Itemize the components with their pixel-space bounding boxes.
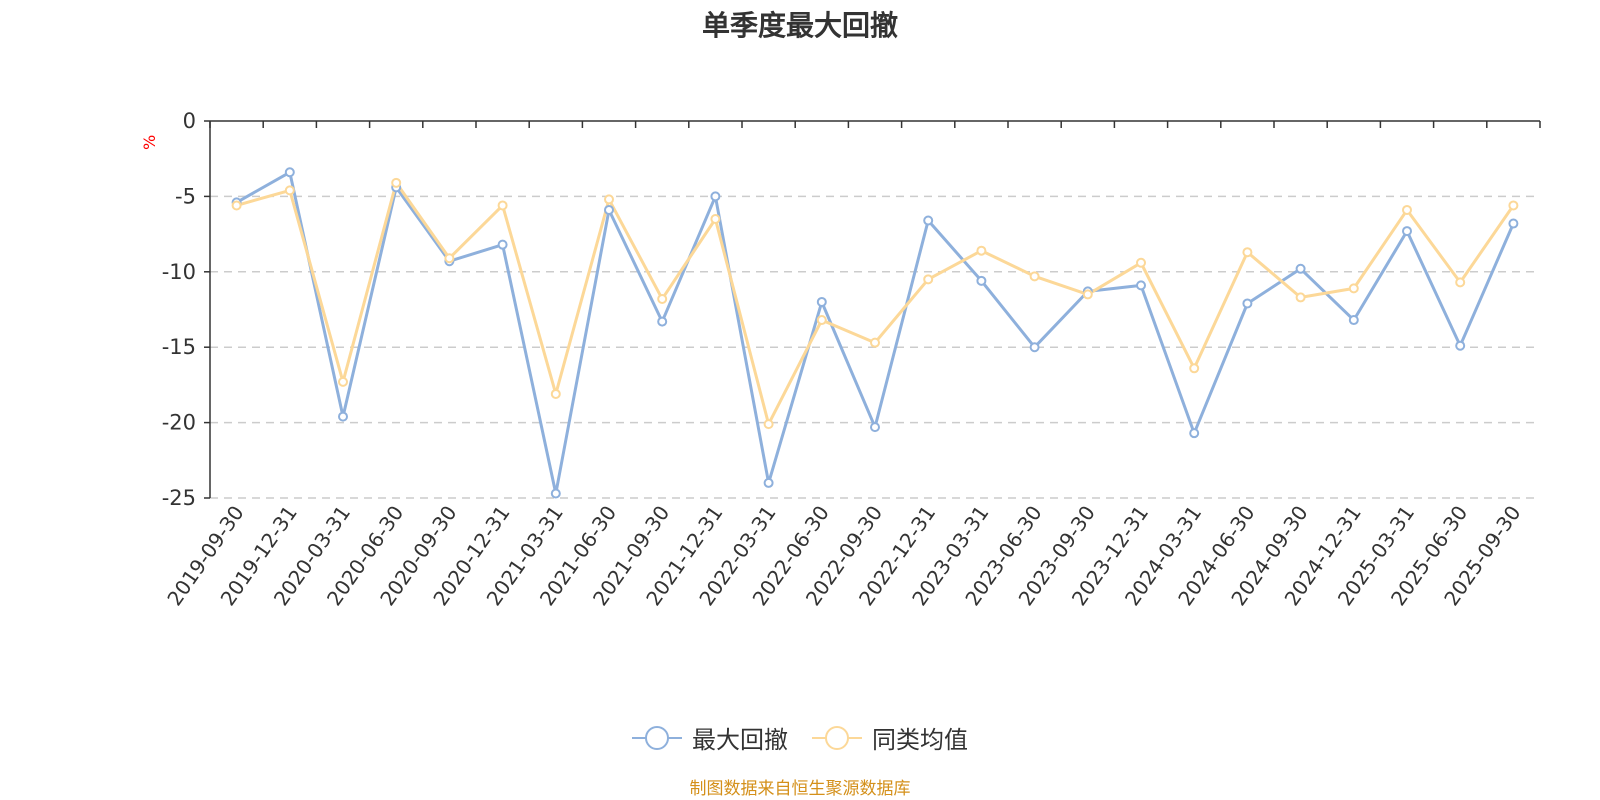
data-point xyxy=(1136,257,1146,268)
data-point xyxy=(497,200,508,211)
legend-line-circle-icon xyxy=(632,725,682,750)
legend-line-circle-icon xyxy=(812,725,862,750)
data-point xyxy=(923,274,934,285)
data-point xyxy=(816,296,827,307)
data-point xyxy=(1136,280,1146,291)
data-point xyxy=(1348,315,1359,326)
data-point xyxy=(497,239,508,250)
data-point xyxy=(1082,289,1093,300)
data-point xyxy=(1295,263,1306,274)
y-axis-unit-label: % xyxy=(140,134,159,150)
legend-label-max-drawdown: 最大回撤 xyxy=(692,726,788,754)
data-point xyxy=(1029,271,1040,282)
data-point xyxy=(1402,204,1412,215)
legend: 最大回撤 同类均值 xyxy=(0,720,1600,755)
data-point xyxy=(604,194,614,205)
tick-labels: 0-5-10-15-20-252019-09-302019-12-312020-… xyxy=(162,109,1526,610)
data-point xyxy=(1508,200,1519,211)
y-tick-label: -25 xyxy=(162,486,196,510)
data-point xyxy=(604,204,614,215)
data-point xyxy=(284,167,295,178)
data-point xyxy=(1455,277,1466,288)
series-line-1 xyxy=(235,170,1515,495)
data-point xyxy=(1402,226,1412,237)
y-tick-label: -10 xyxy=(162,260,196,284)
data-point xyxy=(710,214,721,225)
data-point xyxy=(1242,247,1253,258)
data-point xyxy=(870,337,880,348)
data-point xyxy=(870,422,880,433)
series-line-2 xyxy=(236,181,1515,426)
series-points xyxy=(231,167,1519,499)
series-lines xyxy=(235,170,1515,495)
data-point xyxy=(1029,342,1040,353)
data-point xyxy=(231,200,242,211)
legend-label-peer-average: 同类均值 xyxy=(872,726,968,754)
data-point xyxy=(710,191,721,202)
data-point xyxy=(1189,428,1200,439)
data-point xyxy=(338,411,348,422)
y-tick-label: 0 xyxy=(183,109,196,133)
data-point xyxy=(976,275,987,286)
data-source-note: 制图数据来自恒生聚源数据库 xyxy=(689,779,911,799)
data-point xyxy=(284,185,295,196)
legend-item-peer-average[interactable]: 同类均值 xyxy=(812,720,968,755)
axes xyxy=(204,120,1541,499)
data-point xyxy=(444,253,455,264)
chart-title: 单季度最大回撤 xyxy=(701,9,898,42)
data-point xyxy=(391,177,402,188)
data-point xyxy=(923,215,934,226)
y-tick-label: -15 xyxy=(162,335,196,359)
legend-item-max-drawdown[interactable]: 最大回撤 xyxy=(632,720,788,755)
data-point xyxy=(763,419,774,430)
data-point xyxy=(1455,340,1466,351)
data-point xyxy=(816,315,827,326)
data-point xyxy=(1242,298,1253,309)
data-point xyxy=(550,388,561,399)
data-point xyxy=(763,477,774,488)
data-point xyxy=(1295,292,1306,303)
data-point xyxy=(338,376,348,387)
y-tick-label: -20 xyxy=(162,411,196,435)
data-point xyxy=(657,316,668,327)
data-point xyxy=(1348,283,1359,294)
data-point xyxy=(550,488,561,499)
data-point xyxy=(976,245,987,256)
data-point xyxy=(1189,363,1200,374)
data-point xyxy=(1508,218,1519,229)
y-tick-label: -5 xyxy=(175,184,196,208)
data-point xyxy=(657,293,668,304)
